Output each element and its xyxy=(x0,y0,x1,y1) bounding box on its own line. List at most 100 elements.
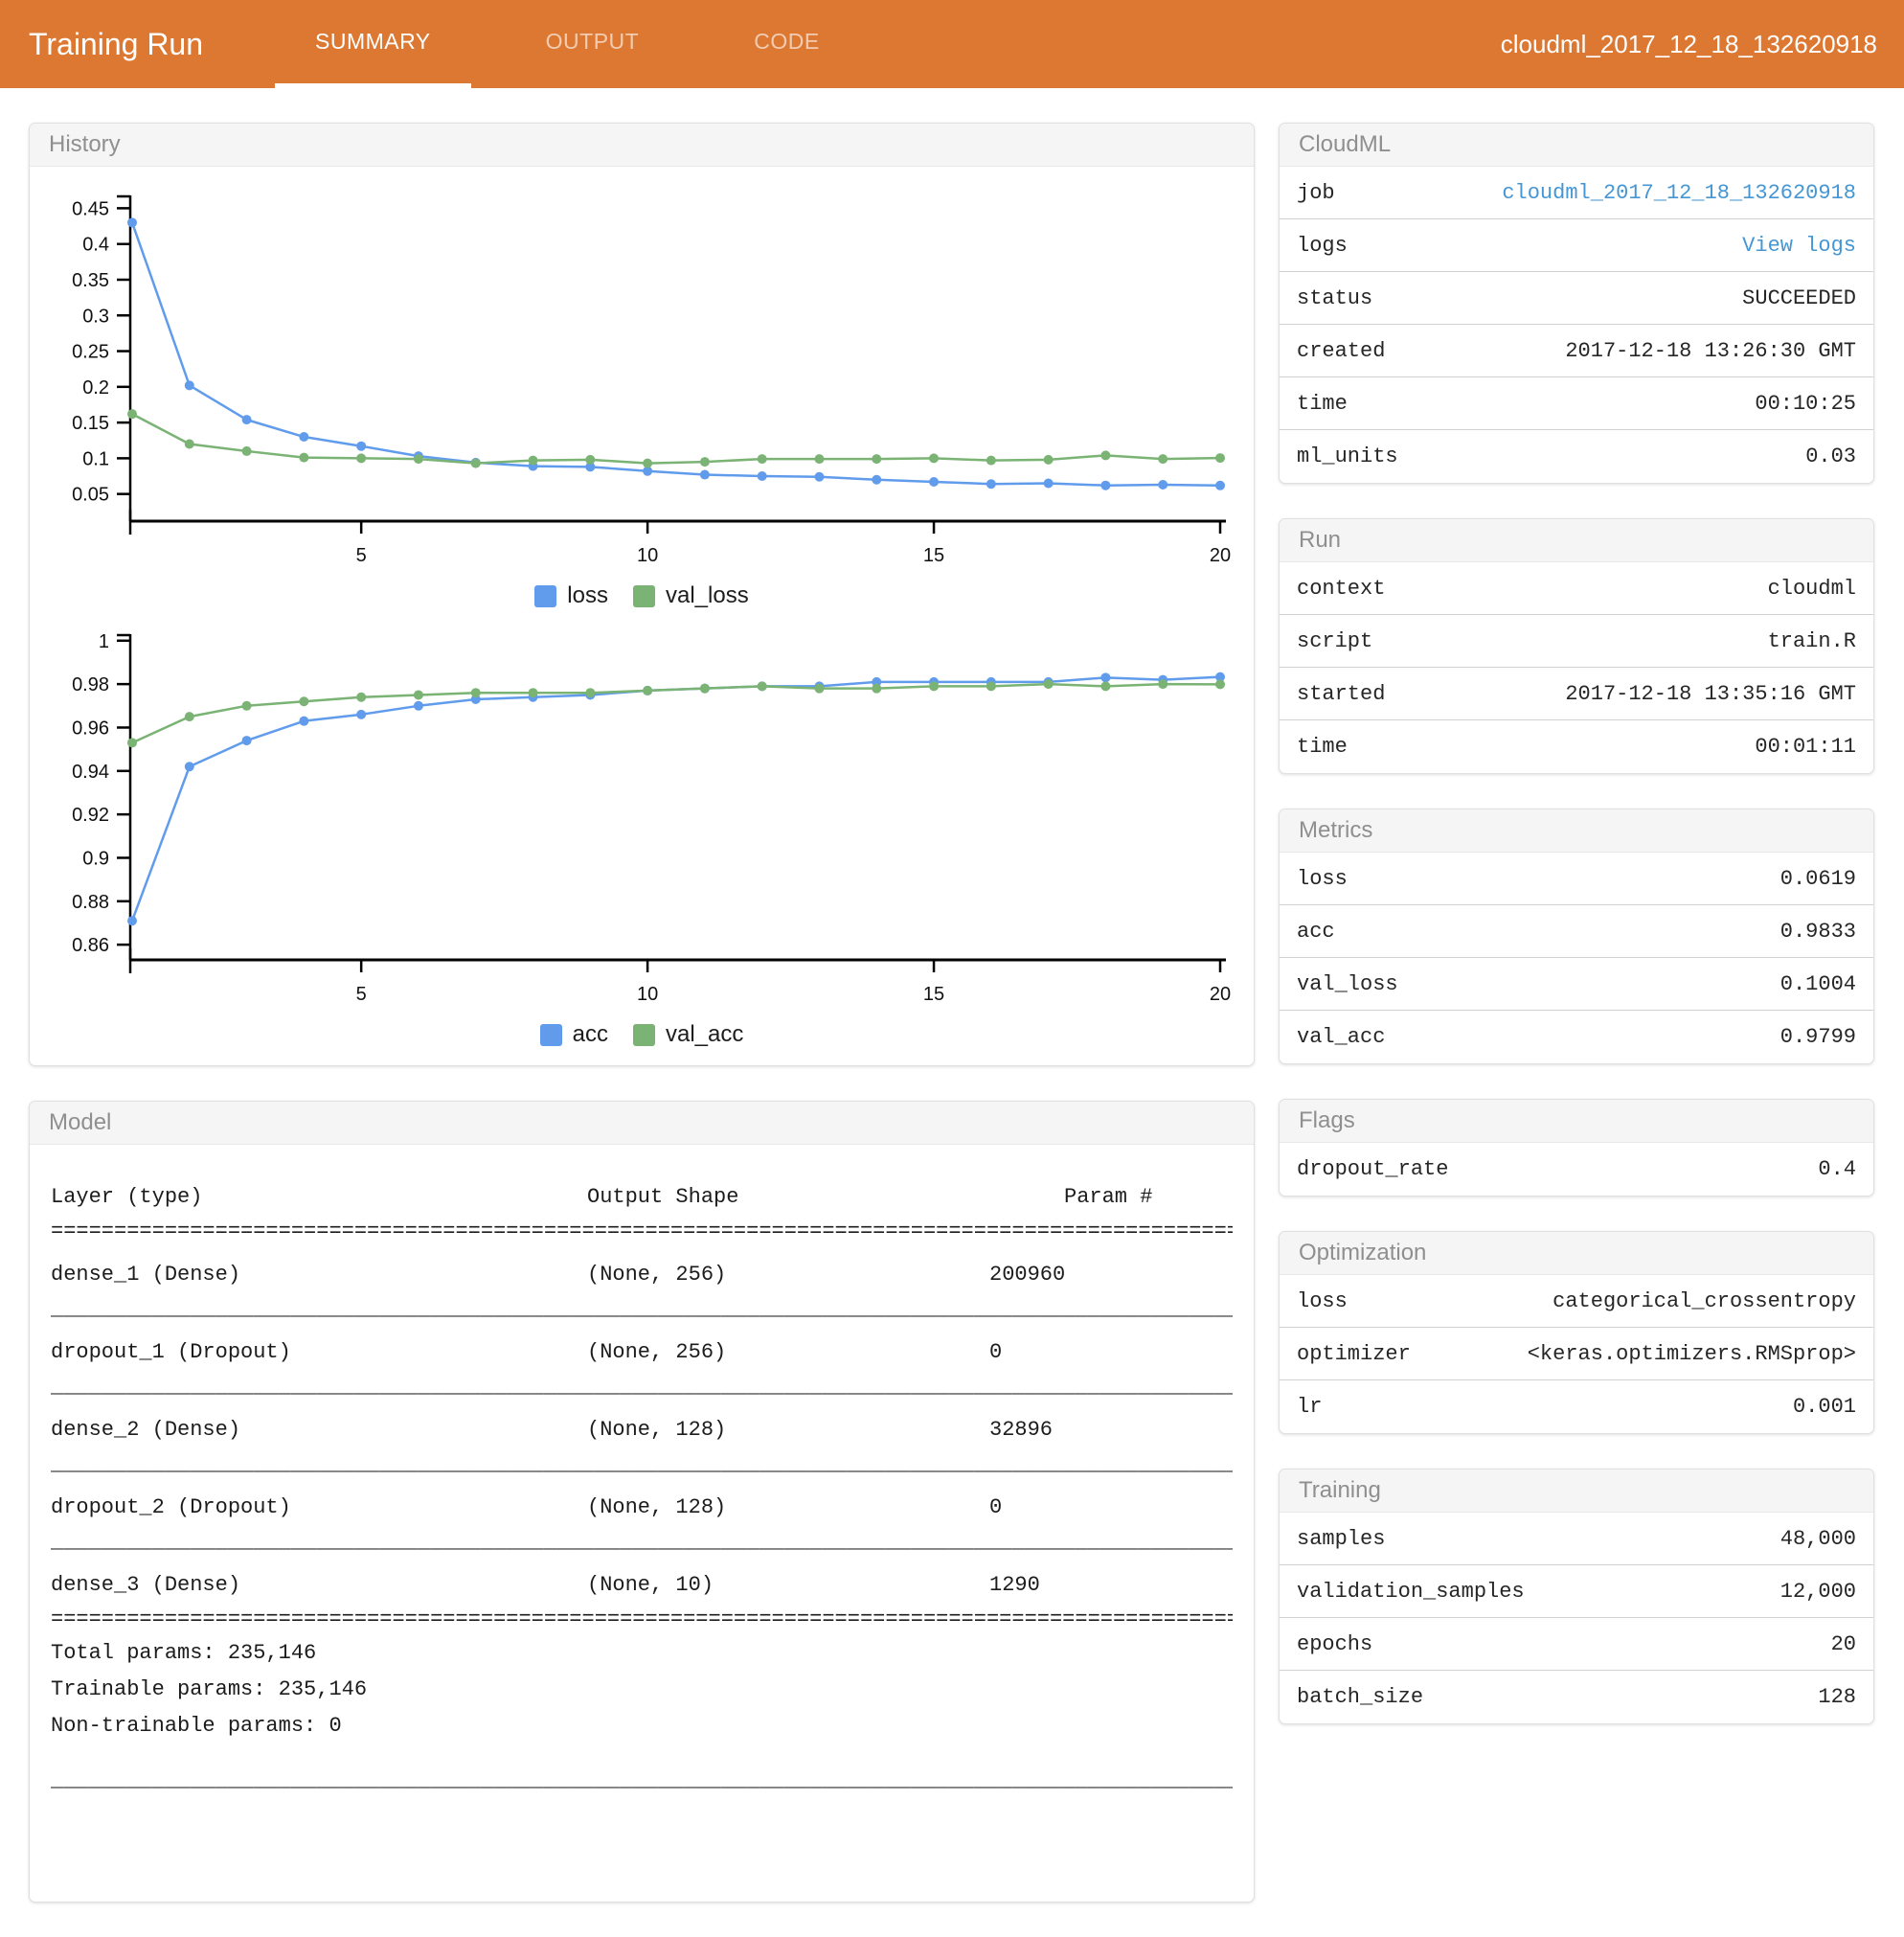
tab-summary[interactable]: SUMMARY xyxy=(275,0,471,88)
svg-text:0.35: 0.35 xyxy=(72,270,109,291)
row-label: time xyxy=(1297,391,1348,416)
svg-text:0.05: 0.05 xyxy=(72,485,109,506)
layer-name: dense_2 (Dense) xyxy=(51,1418,241,1442)
model-panel-title: Model xyxy=(30,1102,1254,1145)
run-row-context: context cloudml xyxy=(1280,562,1873,615)
model-params-total-3: Non-trainable params: 0 xyxy=(51,1714,342,1738)
accuracy-chart: 1 0.98 0.96 0.94 0.92 0.9 0.88 0.86 5 10 15 20 xyxy=(72,631,1231,1005)
row-label: batch_size xyxy=(1297,1685,1424,1709)
svg-text:0.15: 0.15 xyxy=(72,413,109,434)
run-row-script: script train.R xyxy=(1280,615,1873,668)
flags-row-dropout_rate: dropout_rate 0.4 xyxy=(1280,1143,1873,1196)
double-rule: ========================================… xyxy=(51,1222,1233,1243)
cloudml-row-time: time 00:10:25 xyxy=(1280,377,1873,430)
row-label: job xyxy=(1297,180,1335,205)
layer-name: dense_1 (Dense) xyxy=(51,1263,241,1287)
layer-name: dropout_1 (Dropout) xyxy=(51,1340,291,1364)
tab-output[interactable]: OUTPUT xyxy=(545,29,640,54)
svg-text:0.86: 0.86 xyxy=(72,935,109,956)
legend-label-val_acc: val_acc xyxy=(665,1021,744,1047)
single-rule: ________________________________________… xyxy=(51,1771,1233,1792)
row-value: 0.1004 xyxy=(1779,971,1856,996)
row-value: 128 xyxy=(1818,1685,1856,1709)
layer-param-count: 0 xyxy=(989,1340,1003,1364)
svg-text:15: 15 xyxy=(923,984,944,1005)
legend-swatch-val_acc xyxy=(632,1023,655,1046)
row-value: cloudml xyxy=(1767,576,1856,601)
flags-panel-title: Flags xyxy=(1280,1100,1873,1143)
row-label: time xyxy=(1297,735,1348,759)
run-id-label: cloudml_2017_12_18_132620918 xyxy=(1500,29,1877,58)
row-value: 0.0619 xyxy=(1779,866,1856,891)
row-value: train.R xyxy=(1767,628,1856,653)
legend-item-loss: loss xyxy=(534,582,608,609)
training-row-validation_samples: validation_samples 12,000 xyxy=(1280,1565,1873,1618)
run-panel-title: Run xyxy=(1280,519,1873,562)
job-link[interactable]: cloudml_2017_12_18_132620918 xyxy=(1502,180,1856,205)
model-layer-row: dense_3 (Dense) (None, 10) 1290 xyxy=(51,1558,1233,1610)
row-value: <keras.optimizers.RMSprop> xyxy=(1527,1341,1856,1366)
svg-text:0.4: 0.4 xyxy=(82,235,109,256)
model-col-header-1: Layer (type) xyxy=(51,1185,203,1209)
row-label: script xyxy=(1297,628,1373,653)
legend-swatch-val_loss xyxy=(632,584,655,607)
cloudml-panel-title: CloudML xyxy=(1280,124,1873,167)
training-row-batch_size: batch_size 128 xyxy=(1280,1671,1873,1723)
layer-name: dropout_2 (Dropout) xyxy=(51,1495,291,1519)
row-label: val_loss xyxy=(1297,971,1398,996)
row-label: epochs xyxy=(1297,1631,1373,1656)
legend-item-val_acc: val_acc xyxy=(632,1021,744,1048)
tab-code[interactable]: CODE xyxy=(754,29,820,54)
flags-panel: Flags dropout_rate 0.4 xyxy=(1279,1099,1874,1196)
row-value: 12,000 xyxy=(1779,1579,1856,1604)
layer-output-shape: (None, 256) xyxy=(587,1340,727,1364)
row-value: 48,000 xyxy=(1779,1526,1856,1551)
metrics-row-loss: loss 0.0619 xyxy=(1280,853,1873,905)
metrics-panel: Metrics loss 0.0619 acc 0.9833 val_loss 0.1004… xyxy=(1279,809,1874,1064)
legend-item-val_loss: val_loss xyxy=(632,582,749,609)
model-summary: Layer (type) Output Shape Param # =========… xyxy=(30,1145,1254,1902)
row-value: 2017-12-18 13:35:16 GMT xyxy=(1565,681,1856,706)
loss-chart-legend: loss val_loss xyxy=(30,575,1254,617)
row-label: loss xyxy=(1297,866,1348,891)
row-value: categorical_crossentropy xyxy=(1553,1288,1856,1313)
loss-chart-block: 0.45 0.4 0.35 0.3 0.25 0.2 0.15 0.1 0.05 5 10 15 20 l… xyxy=(30,182,1254,617)
layer-param-count: 0 xyxy=(989,1495,1003,1519)
model-params-total-1: Total params: 235,146 xyxy=(51,1641,317,1665)
svg-text:5: 5 xyxy=(356,984,367,1005)
cloudml-row-status: status SUCCEEDED xyxy=(1280,272,1873,325)
training-panel-title: Training xyxy=(1280,1470,1873,1513)
layer-output-shape: (None, 256) xyxy=(587,1263,727,1287)
model-layer-row: dense_2 (Dense) (None, 128) 32896 xyxy=(51,1402,1233,1455)
optimization-panel-title: Optimization xyxy=(1280,1232,1873,1275)
svg-text:15: 15 xyxy=(923,545,944,566)
row-value: 0.9799 xyxy=(1779,1025,1856,1049)
row-label: loss xyxy=(1297,1288,1348,1313)
history-panel-title: History xyxy=(30,124,1254,167)
optimization-row-optimizer: optimizer <keras.optimizers.RMSprop> xyxy=(1280,1328,1873,1380)
cloudml-row-created: created 2017-12-18 13:26:30 GMT xyxy=(1280,325,1873,377)
run-row-started: started 2017-12-18 13:35:16 GMT xyxy=(1280,668,1873,720)
row-value: 20 xyxy=(1830,1631,1856,1656)
legend-label-loss: loss xyxy=(567,582,608,608)
svg-text:0.25: 0.25 xyxy=(72,342,109,363)
training-panel: Training samples 48,000 validation_samples 1… xyxy=(1279,1469,1874,1724)
optimization-row-loss: loss categorical_crossentropy xyxy=(1280,1275,1873,1328)
model-table-header: Layer (type) Output Shape Param # xyxy=(51,1170,1233,1222)
row-label: optimizer xyxy=(1297,1341,1411,1366)
view-logs-link[interactable]: View logs xyxy=(1742,233,1856,258)
row-label: acc xyxy=(1297,919,1335,944)
optimization-panel: Optimization loss categorical_crossentropy… xyxy=(1279,1231,1874,1434)
loss-chart: 0.45 0.4 0.35 0.3 0.25 0.2 0.15 0.1 0.05 5 10 15 20 xyxy=(72,194,1231,566)
row-label: ml_units xyxy=(1297,444,1398,468)
cloudml-row-ml_units: ml_units 0.03 xyxy=(1280,430,1873,483)
row-value: 0.4 xyxy=(1818,1157,1856,1181)
model-col-header-2: Output Shape xyxy=(587,1185,739,1209)
model-layer-row: dropout_2 (Dropout) (None, 128) 0 xyxy=(51,1480,1233,1533)
metrics-row-val_acc: val_acc 0.9799 xyxy=(1280,1011,1873,1063)
row-label: context xyxy=(1297,576,1386,601)
row-label: validation_samples xyxy=(1297,1579,1525,1604)
training-row-samples: samples 48,000 xyxy=(1280,1513,1873,1565)
row-label: logs xyxy=(1297,233,1348,258)
svg-text:5: 5 xyxy=(356,545,367,566)
